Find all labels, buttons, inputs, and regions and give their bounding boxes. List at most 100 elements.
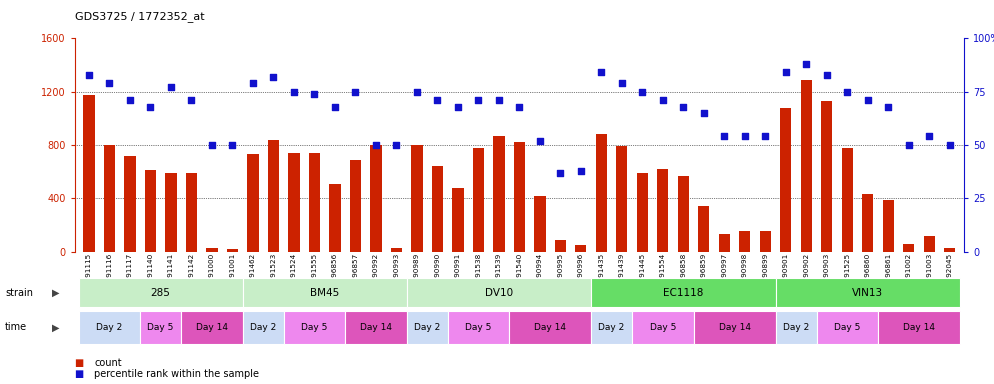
Bar bbox=[309, 153, 320, 252]
Text: percentile rank within the sample: percentile rank within the sample bbox=[94, 369, 259, 379]
Bar bbox=[719, 234, 730, 252]
Point bbox=[81, 71, 96, 78]
Point bbox=[204, 142, 220, 148]
Point bbox=[655, 97, 671, 103]
Text: EC1118: EC1118 bbox=[663, 288, 704, 298]
Text: strain: strain bbox=[5, 288, 33, 298]
Text: ▶: ▶ bbox=[52, 288, 60, 298]
Bar bbox=[83, 95, 94, 252]
Text: 285: 285 bbox=[151, 288, 171, 298]
Point bbox=[819, 71, 835, 78]
Text: Day 5: Day 5 bbox=[650, 323, 676, 332]
Bar bbox=[904, 244, 914, 252]
Point bbox=[163, 84, 179, 91]
Point bbox=[696, 110, 712, 116]
Point bbox=[798, 61, 814, 67]
Point bbox=[717, 133, 733, 139]
Text: BM45: BM45 bbox=[310, 288, 339, 298]
Text: Day 2: Day 2 bbox=[598, 323, 625, 332]
Text: Day 5: Day 5 bbox=[834, 323, 861, 332]
Bar bbox=[186, 173, 197, 252]
Point bbox=[101, 80, 117, 86]
Text: Day 2: Day 2 bbox=[783, 323, 809, 332]
Text: Day 5: Day 5 bbox=[465, 323, 492, 332]
Text: Day 14: Day 14 bbox=[534, 323, 567, 332]
Text: Day 2: Day 2 bbox=[96, 323, 122, 332]
Point bbox=[757, 133, 773, 139]
Bar bbox=[288, 153, 299, 252]
Bar bbox=[862, 194, 874, 252]
Point bbox=[512, 104, 528, 110]
Bar bbox=[452, 188, 463, 252]
Bar bbox=[431, 166, 443, 252]
Text: VIN13: VIN13 bbox=[852, 288, 884, 298]
Point bbox=[942, 142, 958, 148]
Text: GDS3725 / 1772352_at: GDS3725 / 1772352_at bbox=[75, 12, 204, 22]
Bar bbox=[227, 249, 238, 252]
Bar bbox=[740, 231, 750, 252]
Point bbox=[368, 142, 384, 148]
Bar bbox=[576, 245, 586, 252]
Point bbox=[142, 104, 158, 110]
Bar bbox=[842, 147, 853, 252]
Text: Day 14: Day 14 bbox=[360, 323, 392, 332]
Bar bbox=[944, 248, 955, 252]
Bar bbox=[534, 196, 546, 252]
Bar bbox=[637, 173, 648, 252]
Text: Day 5: Day 5 bbox=[147, 323, 174, 332]
Point bbox=[901, 142, 916, 148]
Point bbox=[553, 170, 569, 176]
Text: Day 2: Day 2 bbox=[250, 323, 276, 332]
Point bbox=[225, 142, 241, 148]
Point bbox=[593, 70, 609, 76]
Bar bbox=[103, 145, 115, 252]
Bar bbox=[514, 142, 525, 252]
Text: Day 2: Day 2 bbox=[414, 323, 440, 332]
Text: ■: ■ bbox=[75, 369, 83, 379]
Point bbox=[122, 97, 138, 103]
Point bbox=[491, 97, 507, 103]
Text: Day 14: Day 14 bbox=[196, 323, 228, 332]
Bar bbox=[391, 248, 402, 252]
Bar bbox=[698, 206, 710, 252]
Point bbox=[184, 97, 200, 103]
Bar bbox=[801, 80, 812, 252]
Bar bbox=[370, 145, 382, 252]
Point bbox=[737, 133, 752, 139]
Bar bbox=[616, 146, 627, 252]
Point bbox=[860, 97, 876, 103]
Point bbox=[921, 133, 937, 139]
Bar bbox=[350, 160, 361, 252]
Point bbox=[470, 97, 486, 103]
Point bbox=[327, 104, 343, 110]
Point bbox=[245, 80, 260, 86]
Bar bbox=[206, 248, 218, 252]
Bar bbox=[759, 231, 771, 252]
Bar bbox=[678, 175, 689, 252]
Bar bbox=[412, 145, 422, 252]
Text: Day 14: Day 14 bbox=[719, 323, 750, 332]
Point bbox=[839, 89, 855, 95]
Bar bbox=[883, 200, 894, 252]
Point bbox=[634, 89, 650, 95]
Text: Day 5: Day 5 bbox=[301, 323, 328, 332]
Point bbox=[409, 89, 424, 95]
Point bbox=[881, 104, 897, 110]
Point bbox=[675, 104, 691, 110]
Point bbox=[573, 167, 588, 174]
Point bbox=[450, 104, 466, 110]
Bar bbox=[657, 169, 669, 252]
Bar bbox=[493, 136, 505, 252]
Bar bbox=[165, 173, 177, 252]
Point bbox=[265, 74, 281, 80]
Text: ▶: ▶ bbox=[52, 322, 60, 333]
Text: Day 14: Day 14 bbox=[904, 323, 935, 332]
Bar bbox=[821, 101, 833, 252]
Point bbox=[429, 97, 445, 103]
Bar bbox=[267, 140, 279, 252]
Point bbox=[532, 137, 548, 144]
Point bbox=[778, 70, 794, 76]
Point bbox=[286, 89, 302, 95]
Text: time: time bbox=[5, 322, 27, 333]
Point bbox=[306, 91, 322, 97]
